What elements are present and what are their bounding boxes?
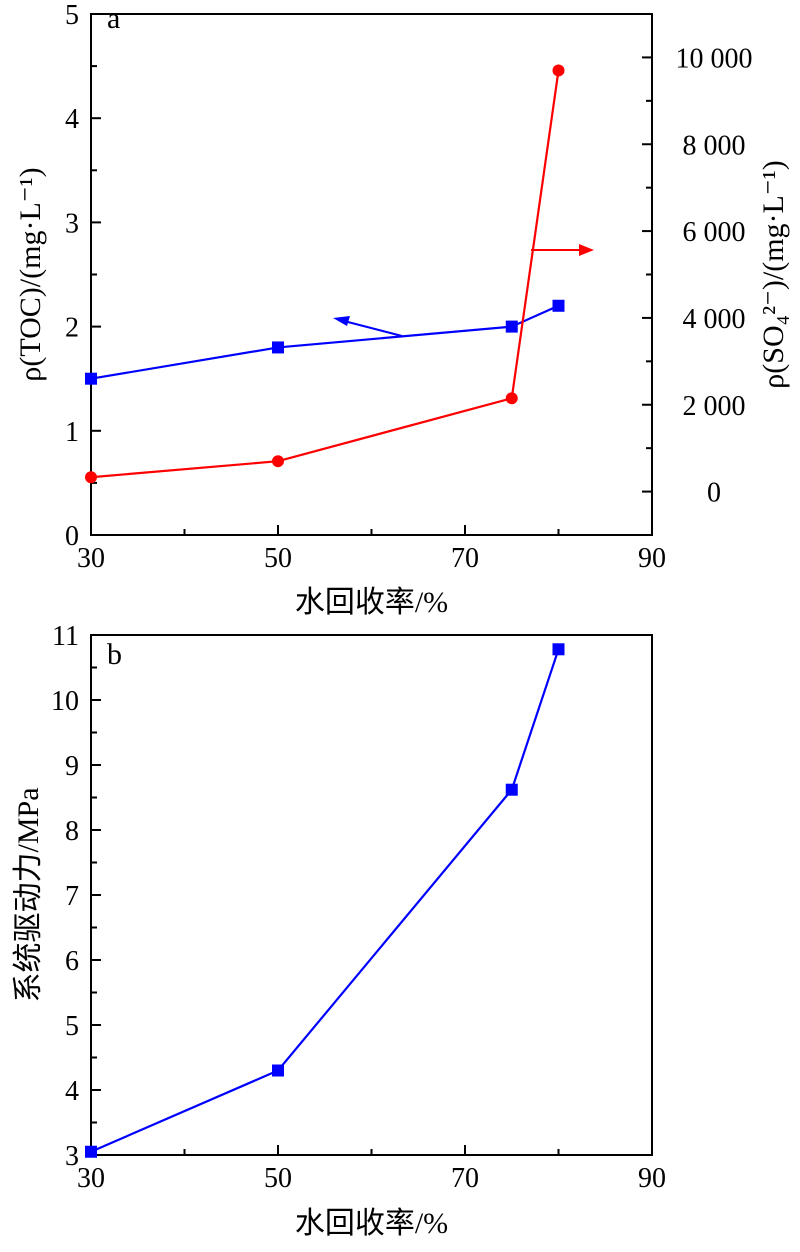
panel-b-y-tick-label: 7 — [65, 881, 79, 912]
panel-a-series-1-point — [85, 471, 97, 484]
panel-a-series-0-point — [505, 320, 518, 333]
panel-b-series-0-point — [552, 643, 565, 656]
panel-a-red-arrow-head — [579, 244, 594, 256]
panel-b-x-tick-label: 50 — [264, 1163, 292, 1194]
panel-a-right-y-axis-title: ρ(SO₄²⁻)/(mg·L⁻¹) — [757, 160, 790, 388]
panel-a-x-tick-label: 70 — [451, 543, 479, 574]
panel-b: 30 50 70 90 3 4 5 6 7 8 9 10 11 b 水回收率/% 系统驱动力/MPa — [12, 621, 666, 1240]
panel-a-right-y-tick-label: 6 000 — [683, 217, 746, 248]
panel-b-y-tick-label: 8 — [65, 816, 79, 847]
panel-b-y-tick-label: 5 — [65, 1011, 79, 1042]
panel-b-y-axis-title: 系统驱动力/MPa — [12, 787, 45, 1002]
panel-b-letter: b — [107, 638, 122, 671]
panel-b-y-tick-label: 4 — [65, 1076, 79, 1107]
panel-a-left-y-tick-label: 0 — [65, 521, 79, 552]
panel-a-left-y-tick-label: 4 — [65, 104, 79, 135]
panel-a-plot-frame — [90, 13, 653, 536]
panel-b-y-tick-label: 11 — [52, 621, 79, 652]
panel-a-x-axis-title: 水回收率/% — [295, 586, 448, 619]
panel-a-x-tick-label: 30 — [77, 543, 105, 574]
panel-a-series-1-line — [90, 70, 560, 479]
panel-b-x-axis-title: 水回收率/% — [295, 1207, 448, 1240]
panel-b-plot-frame — [90, 634, 653, 1156]
panel-a-blue-arrow-shaft — [343, 320, 403, 337]
panel-a-left-y-tick-label: 5 — [65, 0, 79, 31]
panel-a-left-y-tick-label: 1 — [65, 417, 79, 448]
panel-b-y-tick-label: 3 — [65, 1141, 79, 1172]
panel-a-series-0-point — [552, 299, 565, 312]
panel-a-right-y-tick-label: 2 000 — [683, 391, 746, 422]
panel-a-series-1-point — [552, 64, 565, 77]
panel-b-x-tick-label: 70 — [451, 1163, 479, 1194]
panel-b-series-0-point — [272, 1064, 284, 1077]
panel-b-x-tick-label: 30 — [77, 1163, 105, 1194]
panel-a-left-y-tick-label: 2 — [65, 313, 79, 344]
panel-b-series-0-point — [505, 783, 518, 796]
panel-b-y-tick-label: 6 — [65, 946, 79, 977]
panel-a-right-y-tick-label: 4 000 — [683, 304, 746, 335]
panel-a-left-y-axis-title: ρ(TOC)/(mg·L⁻¹) — [14, 167, 47, 381]
panel-b-x-tick-label: 90 — [638, 1163, 666, 1194]
panel-a-series-0-point — [85, 372, 97, 385]
panel-b-y-tick-label: 9 — [65, 751, 79, 782]
panel-a-right-y-tick-label: 10 000 — [676, 43, 753, 74]
panel-a-left-y-tick-label: 3 — [65, 208, 79, 239]
panel-a-x-tick-label: 50 — [264, 543, 292, 574]
panel-a-x-tick-label: 90 — [638, 543, 666, 574]
panel-b-y-tick-label: 10 — [51, 686, 79, 717]
panel-a-letter: a — [107, 2, 120, 35]
panel-a-series-1-point — [505, 392, 518, 405]
panel-a-blue-arrow-head — [333, 316, 350, 326]
panel-a-right-y-tick-label: 0 — [707, 478, 721, 509]
panel-a-series-1-point — [272, 455, 284, 468]
panel-a-series-0-point — [272, 341, 284, 354]
panel-a-right-y-tick-label: 8 000 — [683, 130, 746, 161]
panel-b-series-0-line — [90, 648, 560, 1153]
panel-b-series-0-point — [85, 1145, 97, 1158]
panel-a-series-0-line — [90, 304, 559, 380]
